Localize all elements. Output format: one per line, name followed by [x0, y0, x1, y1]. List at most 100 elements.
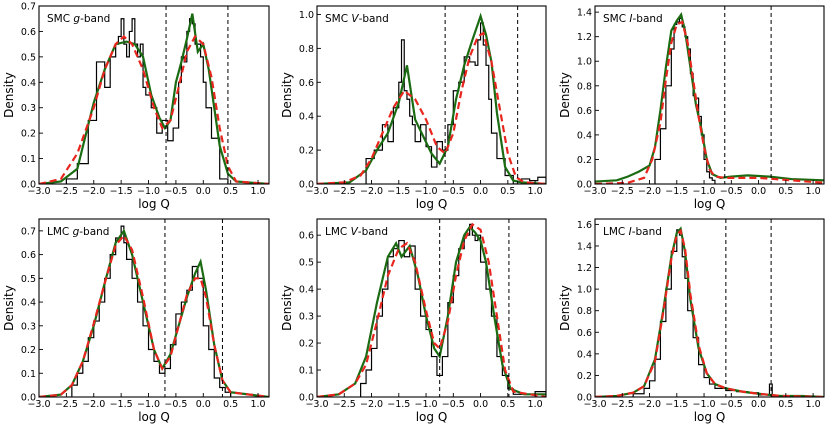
x-tick-label: −2.0	[638, 186, 661, 197]
fit-curve	[317, 31, 546, 184]
x-tick-label: 1.0	[250, 186, 265, 197]
y-tick-label: 0.1	[21, 369, 36, 380]
y-tick-label: 0.0	[299, 180, 314, 191]
axes-frame	[316, 5, 547, 185]
y-tick-label: 0.4	[577, 130, 592, 141]
x-tick-label: −3.0	[305, 399, 328, 410]
y-tick-label: 0.4	[299, 112, 314, 123]
y-tick-label: 0.5	[21, 274, 36, 285]
histogram	[71, 225, 232, 397]
plot-area	[317, 222, 546, 397]
panel-title: SMC I-band	[603, 13, 663, 25]
y-tick-label: 0.2	[21, 129, 36, 140]
panel-title: SMC V-band	[325, 13, 389, 25]
x-tick-label: 0.0	[473, 186, 488, 197]
y-tick-label: 0.3	[21, 321, 36, 332]
x-tick-label: 0.5	[778, 399, 793, 410]
kde-curve	[39, 228, 269, 397]
x-tick-label: −0.5	[164, 399, 187, 410]
axes-frame	[316, 218, 547, 398]
plot-area	[595, 226, 824, 397]
x-tick-label: −3.0	[305, 186, 328, 197]
y-tick-label: 0.3	[299, 312, 314, 323]
x-tick-label: 1.0	[528, 399, 543, 410]
plot-area	[317, 12, 546, 184]
x-tick-label: −1.0	[415, 399, 438, 410]
x-tick-label: 0.0	[473, 399, 488, 410]
x-tick-label: 0.5	[223, 186, 238, 197]
y-tick-label: 0.3	[21, 103, 36, 114]
y-tick-label: 1.0	[577, 285, 592, 296]
panel-5: −3.0 −2.5 −2.0 −1.5 −1.0 −0.5 0.0 0.5 1.0 0.0 0.1 0…	[280, 218, 547, 424]
y-tick-label: 0.6	[577, 328, 592, 339]
y-tick-label: 0.8	[299, 44, 314, 55]
fit-curve	[39, 34, 269, 184]
x-tick-label: 1.0	[806, 186, 821, 197]
y-tick-label: 0.0	[299, 393, 314, 404]
x-tick-label: 0.5	[778, 186, 793, 197]
axes-frame	[38, 5, 270, 185]
y-tick-label: 0.1	[21, 154, 36, 165]
y-tick-label: 1.2	[577, 32, 592, 43]
x-tick-label: −3.0	[27, 186, 50, 197]
y-tick-label: 0.6	[21, 250, 36, 261]
fit-curve	[595, 20, 824, 184]
x-tick-label: 0.5	[500, 399, 515, 410]
y-tick-label: 0.2	[577, 371, 592, 382]
x-tick-label: −1.5	[110, 186, 133, 197]
y-tick-label: 0.0	[577, 180, 592, 191]
y-tick-label: 0.8	[577, 81, 592, 92]
x-tick-label: −2.5	[611, 186, 634, 197]
y-tick-label: 0.6	[21, 27, 36, 38]
x-tick-label: −0.5	[164, 186, 187, 197]
x-axis-label: log Q	[416, 197, 448, 211]
axes-frame	[594, 5, 825, 185]
plot-area	[595, 11, 824, 184]
x-tick-label: 0.0	[196, 399, 211, 410]
histogram	[360, 223, 546, 397]
y-tick-label: 0.0	[21, 180, 36, 191]
panel-title: LMC g-band	[47, 226, 109, 238]
y-tick-label: 0.2	[577, 155, 592, 166]
y-tick-label: 0.7	[21, 226, 36, 237]
x-tick-label: −1.0	[137, 186, 160, 197]
fit-curve	[317, 222, 546, 397]
y-tick-label: 0.4	[21, 298, 36, 309]
panel-title: LMC V-band	[325, 226, 388, 238]
y-tick-label: 0.1	[299, 366, 314, 377]
y-tick-label: 0.6	[299, 78, 314, 89]
axes-frame	[594, 218, 825, 398]
x-tick-label: −1.5	[387, 186, 410, 197]
x-axis-label: log Q	[694, 197, 726, 211]
y-tick-label: 0.0	[577, 393, 592, 404]
y-tick-label: 0.5	[21, 52, 36, 63]
panel-4: −3.0 −2.5 −2.0 −1.5 −1.0 −0.5 0.0 0.5 1.0 0.0 0.1 0…	[2, 218, 270, 424]
x-tick-label: −2.5	[333, 186, 356, 197]
x-tick-label: 0.5	[223, 399, 238, 410]
kde-curve	[595, 11, 824, 183]
x-tick-label: −2.0	[638, 399, 661, 410]
x-tick-label: −1.0	[137, 399, 160, 410]
y-axis-label: Density	[558, 285, 572, 331]
panel-2: −3.0 −2.5 −2.0 −1.5 −1.0 −0.5 0.0 0.5 1.0 0.0 0.2 0…	[280, 5, 547, 211]
x-tick-label: 0.0	[751, 186, 766, 197]
x-tick-label: −1.5	[110, 399, 133, 410]
plot-area	[39, 13, 269, 184]
x-tick-label: −0.5	[720, 399, 743, 410]
x-tick-label: −2.0	[82, 186, 105, 197]
y-tick-label: 0.2	[299, 146, 314, 157]
plot-area	[39, 225, 269, 397]
x-axis-label: log Q	[694, 410, 726, 424]
y-tick-label: 0.2	[21, 345, 36, 356]
x-tick-label: −0.5	[442, 186, 465, 197]
x-tick-label: −2.5	[333, 399, 356, 410]
x-tick-label: 0.5	[500, 186, 515, 197]
x-axis-label: log Q	[416, 410, 448, 424]
kde-curve	[317, 225, 546, 397]
y-tick-label: 0.6	[299, 231, 314, 242]
x-tick-label: −2.5	[611, 399, 634, 410]
x-tick-label: 1.0	[250, 399, 265, 410]
x-tick-label: 0.0	[196, 186, 211, 197]
y-tick-label: 1.2	[577, 263, 592, 274]
